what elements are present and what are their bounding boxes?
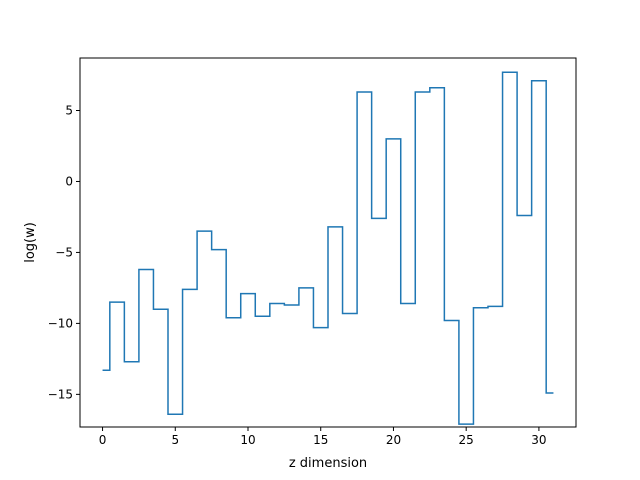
plot-area xyxy=(102,71,554,425)
y-axis: −15 −10 −5 0 5 xyxy=(48,104,80,401)
x-tick-label: 20 xyxy=(386,433,401,447)
y-tick-label: −5 xyxy=(55,245,73,259)
x-tick-label: 0 xyxy=(99,433,107,447)
x-tick-label: 10 xyxy=(240,433,255,447)
x-tick-label: 30 xyxy=(531,433,546,447)
x-tick-label: 25 xyxy=(459,433,474,447)
y-axis-label: log(w) xyxy=(23,222,38,263)
y-tick-label: 0 xyxy=(65,174,73,188)
y-tick-label: 5 xyxy=(65,104,73,118)
axes-frame xyxy=(79,57,577,428)
x-axis: 0 5 10 15 20 25 30 xyxy=(99,427,547,447)
x-tick-label: 5 xyxy=(171,433,179,447)
x-axis-label: z dimension xyxy=(289,456,367,471)
y-tick-label: −10 xyxy=(48,316,73,330)
x-tick-label: 15 xyxy=(313,433,328,447)
y-tick-label: −15 xyxy=(48,387,73,401)
series-step-line xyxy=(102,71,554,425)
